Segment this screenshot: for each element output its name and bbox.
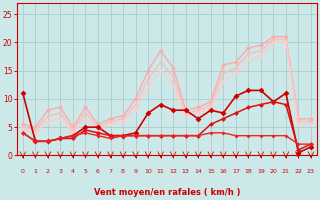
X-axis label: Vent moyen/en rafales ( km/h ): Vent moyen/en rafales ( km/h ) <box>94 188 240 197</box>
